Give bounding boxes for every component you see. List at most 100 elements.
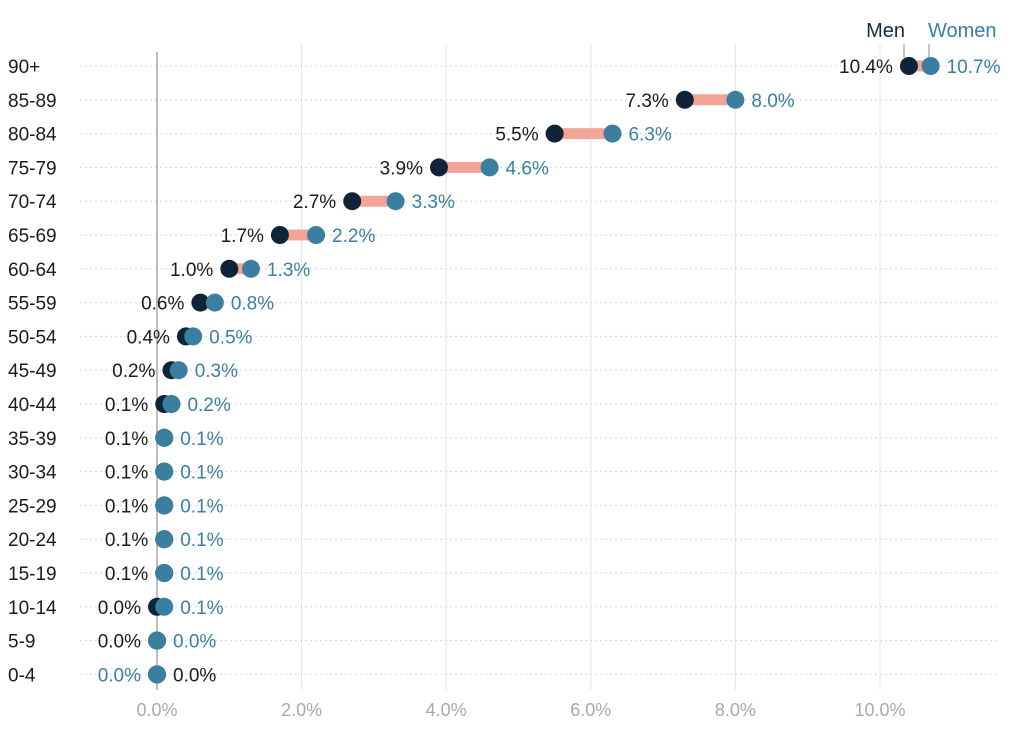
- women-value-label: 0.0%: [98, 665, 141, 686]
- women-value-label: 8.0%: [751, 91, 794, 112]
- gridlines: [301, 44, 881, 690]
- women-dot: [386, 192, 405, 211]
- category-labels: 90+ 85-89 80-84 75-79 70-74 65-69 60-64 55-59 50…: [8, 57, 57, 686]
- men-value-label: 1.7%: [221, 226, 264, 247]
- x-tick-label: 2.0%: [281, 700, 322, 720]
- women-dot: [184, 327, 203, 346]
- men-value-label: 5.5%: [495, 125, 538, 146]
- women-value-label: 0.1%: [180, 598, 223, 619]
- women-value-label: 2.2%: [332, 226, 375, 247]
- women-dot: [921, 57, 940, 75]
- women-dot: [155, 462, 174, 481]
- category-label: 65-69: [8, 226, 57, 247]
- women-dot: [155, 564, 174, 582]
- x-tick-label: 0.0%: [136, 700, 177, 720]
- category-label: 80-84: [8, 125, 57, 146]
- women-dot: [603, 124, 622, 143]
- women-value-label: 0.5%: [209, 327, 252, 348]
- category-label: 25-29: [8, 496, 57, 517]
- women-value-label: 0.8%: [231, 294, 274, 315]
- men-dot: [270, 226, 289, 244]
- category-label: 20-24: [8, 530, 57, 551]
- men-value-label: 0.1%: [105, 496, 148, 517]
- women-value-label: 0.1%: [180, 530, 223, 551]
- women-dot: [726, 90, 745, 109]
- category-label: 15-19: [8, 564, 57, 585]
- category-label: 60-64: [8, 260, 57, 281]
- men-value-label: 0.6%: [141, 294, 184, 315]
- women-value-label: 10.7%: [947, 57, 1001, 78]
- women-value-label: 0.1%: [180, 564, 223, 585]
- value-labels: 10.4% 10.7% 7.3% 8.0% 5.5% 6.3% 3.9% 4.6% 2.7% 3.…: [98, 57, 1001, 686]
- women-value-label: 0.3%: [195, 361, 238, 382]
- men-value-label: 0.1%: [105, 395, 148, 416]
- women-value-label: 0.2%: [187, 395, 230, 416]
- men-value-label: 0.4%: [127, 327, 170, 348]
- women-dot: [169, 361, 188, 380]
- x-tick-label: 4.0%: [426, 700, 467, 720]
- men-value-label: 1.0%: [170, 260, 213, 281]
- men-value-label: 0.0%: [173, 665, 216, 686]
- men-value-label: 0.1%: [105, 564, 148, 585]
- women-dot: [148, 665, 166, 684]
- women-value-label: 6.3%: [628, 125, 671, 146]
- category-label: 55-59: [8, 294, 57, 315]
- category-label: 10-14: [8, 598, 57, 619]
- connectors: [157, 60, 931, 613]
- category-label: 75-79: [8, 158, 57, 179]
- women-value-label: 3.3%: [412, 192, 455, 213]
- category-label: 35-39: [8, 429, 57, 450]
- women-value-label: 1.3%: [267, 260, 310, 281]
- x-tick-label: 8.0%: [715, 700, 756, 720]
- women-value-label: 0.1%: [180, 429, 223, 450]
- men-dot: [675, 90, 694, 109]
- men-value-label: 2.7%: [293, 192, 336, 213]
- women-value-label: 0.0%: [173, 632, 216, 653]
- legend: Men Women: [866, 20, 997, 58]
- women-dot: [307, 226, 326, 244]
- women-value-label: 0.1%: [180, 496, 223, 517]
- men-dot: [343, 192, 362, 211]
- category-label: 90+: [8, 57, 40, 78]
- women-dot: [162, 395, 181, 413]
- men-value-label: 0.1%: [105, 429, 148, 450]
- women-dot: [205, 293, 224, 312]
- category-label: 85-89: [8, 91, 57, 112]
- category-label: 70-74: [8, 192, 57, 213]
- women-dot: [155, 496, 174, 515]
- men-dot: [429, 158, 448, 177]
- x-tick-label: 10.0%: [854, 700, 905, 720]
- legend-men-label: Men: [866, 20, 905, 42]
- men-dot: [191, 293, 210, 312]
- men-value-label: 0.1%: [105, 530, 148, 551]
- men-dot: [899, 57, 918, 75]
- men-value-label: 0.1%: [105, 463, 148, 484]
- men-value-label: 0.0%: [98, 598, 141, 619]
- women-dot: [241, 259, 260, 278]
- category-label: 30-34: [8, 463, 57, 484]
- women-dot: [480, 158, 499, 177]
- men-value-label: 3.9%: [380, 158, 423, 179]
- category-label: 0-4: [8, 665, 36, 686]
- x-tick-labels: 0.0% 2.0% 4.0% 6.0% 8.0% 10.0%: [136, 700, 905, 720]
- legend-women-label: Women: [928, 20, 997, 42]
- women-value-label: 0.1%: [180, 463, 223, 484]
- row-guides: [80, 65, 1000, 675]
- women-dot: [155, 428, 174, 447]
- x-tick-label: 6.0%: [570, 700, 611, 720]
- category-label: 40-44: [8, 395, 57, 416]
- women-dot: [148, 631, 166, 650]
- women-dot: [155, 597, 174, 616]
- men-value-label: 0.2%: [112, 361, 155, 382]
- dots: [148, 57, 940, 684]
- women-value-label: 4.6%: [506, 158, 549, 179]
- men-value-label: 10.4%: [839, 57, 893, 78]
- category-label: 5-9: [8, 632, 35, 653]
- category-label: 50-54: [8, 327, 57, 348]
- men-value-label: 7.3%: [625, 91, 668, 112]
- women-dot: [155, 530, 174, 549]
- men-value-label: 0.0%: [98, 632, 141, 653]
- men-dot: [220, 259, 239, 278]
- category-label: 45-49: [8, 361, 57, 382]
